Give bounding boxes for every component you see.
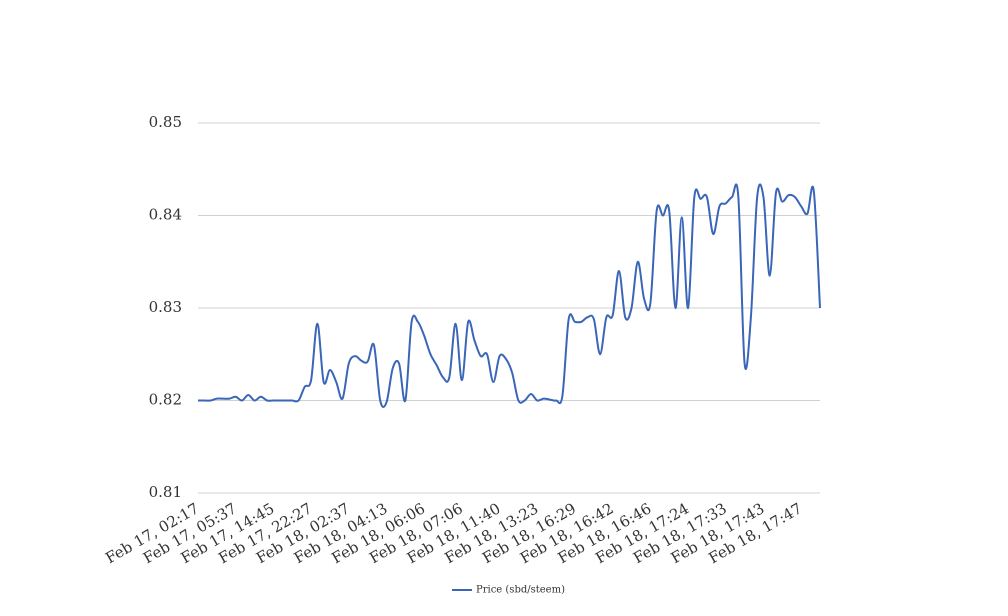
y-tick-label: 0.82 — [149, 391, 182, 409]
line — [197, 183, 821, 409]
y-tick-label: 0.85 — [149, 113, 182, 131]
y-tick-label: 0.83 — [149, 298, 182, 316]
y-tick-label: 0.81 — [149, 483, 182, 501]
legend-label: Price (sbd/steem) — [476, 585, 565, 596]
y-tick-label: 0.84 — [149, 206, 182, 224]
